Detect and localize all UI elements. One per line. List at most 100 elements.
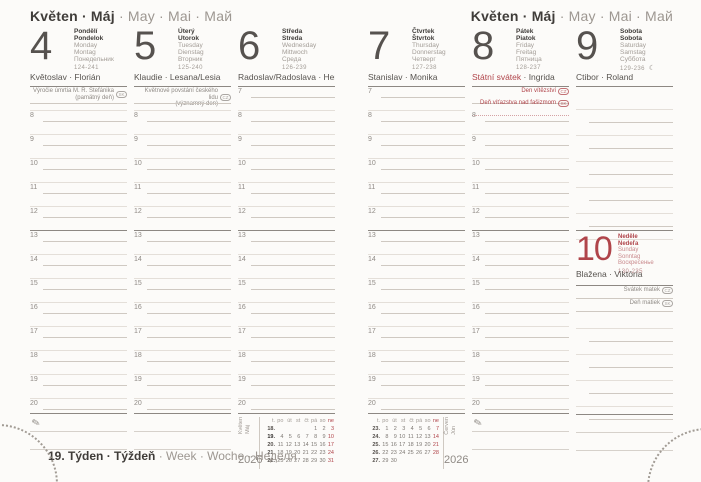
nameday-row: Ctibor · Roland <box>576 72 673 87</box>
hour-label: 18 <box>472 352 480 359</box>
ruled-line <box>381 169 465 170</box>
hour-slot: 15 <box>238 279 335 303</box>
week-footer: 19. Týden · Týždeň · Week · Woche · Неде… <box>48 449 297 463</box>
ruled-line <box>43 121 127 122</box>
day-name: Pátek <box>516 28 534 35</box>
mini-calendar-week: 26. 22 23 24 25 26 27 28 <box>372 450 439 456</box>
hour-slot: 8 <box>472 111 569 135</box>
ruled-line <box>251 313 335 314</box>
hour-slot: 16 <box>134 303 231 327</box>
hour-slot: 15 <box>30 279 127 303</box>
ruled-line <box>134 350 231 351</box>
hour-slot: 20 <box>238 399 335 413</box>
hour-slot: 15 <box>472 279 569 303</box>
day-name: Четверг <box>412 56 436 63</box>
hour-slot: 20 <box>472 399 569 413</box>
country-badge: CZ <box>662 287 673 294</box>
hour-label: 9 <box>134 136 138 143</box>
hour-label: 15 <box>134 280 142 287</box>
ruled-line <box>368 278 465 279</box>
hour-label: 17 <box>238 328 246 335</box>
hour-label: 12 <box>368 208 376 215</box>
ruled-line <box>251 169 335 170</box>
hour-label: 19 <box>134 376 142 383</box>
ruled-line <box>576 311 673 312</box>
ruled-line <box>43 385 127 386</box>
hour-slot: 10 <box>134 159 231 183</box>
ruled-line <box>43 409 127 410</box>
hour-slot: 19 <box>30 375 127 399</box>
mini-calendar-month-label: Máj <box>245 425 251 435</box>
ruled-line <box>381 217 465 218</box>
nameday-text: Blažena · Viktória <box>576 269 643 279</box>
day-name: Friday <box>516 42 535 49</box>
timeline: Den vítězství CZ Deň víťazstva nad fašizmo… <box>472 87 569 413</box>
nameday-row: Radoslav/Radoslava · Hermína <box>238 72 335 87</box>
julian-numbers: 125-240 <box>178 65 203 71</box>
ruled-line <box>134 103 231 104</box>
month-header-bold: Květen · Máj <box>30 8 115 24</box>
day-name: Pondelok <box>74 35 104 42</box>
ruled-line <box>381 121 465 122</box>
pencil-icon: ✎ <box>30 417 42 430</box>
hour-slot: 10 <box>30 159 127 183</box>
hour-label: 11 <box>472 184 480 191</box>
hour-slot: 18 <box>238 351 335 375</box>
mini-calendar-week: 21. 18 19 20 21 22 23 24 <box>267 450 334 456</box>
week-footer-light: · Week · Woche · Неделя <box>155 449 297 463</box>
ruled-line <box>589 136 673 149</box>
hour-label: 20 <box>472 400 480 407</box>
hour-slot: 9 <box>368 135 465 159</box>
ruled-line <box>472 254 569 255</box>
day-name: Mittwoch <box>282 49 308 56</box>
day-header: 8 Pátek Piatok Friday Freitag Пятница 12… <box>472 26 569 72</box>
day-columns: 4 Pondělí Pondelok Monday Montag Понедел… <box>30 24 335 469</box>
ruled-line <box>368 302 465 303</box>
mini-calendar-june: t. po út st čt pá so ne 23. 1 2 3 4 5 6 7 24. 8 9 10 11 12 13 1… <box>368 417 444 469</box>
day-name: Nedeľa <box>618 240 639 247</box>
hour-label: 14 <box>238 256 246 263</box>
ruled-line <box>251 97 335 98</box>
hour-label: 16 <box>134 304 142 311</box>
hour-label: 16 <box>472 304 480 311</box>
ruled-line <box>251 121 335 122</box>
holiday-row: Svátek matek CZ <box>576 286 673 299</box>
ruled-line <box>43 217 127 218</box>
day-name: Sobota <box>620 35 643 42</box>
hour-slot: 9 <box>134 135 231 159</box>
ruled-line <box>589 407 673 420</box>
mini-calendar-may: t. po út st čt pá so ne 18. 1 2 3 19. 4 5 6 7 8 9 10 20. 11 12… <box>259 417 335 469</box>
ruled-line <box>147 337 231 338</box>
hour-slot: 18 <box>30 351 127 375</box>
day-name: Вторник <box>178 56 203 63</box>
hour-label: 14 <box>472 256 480 263</box>
mini-calendar-header: t. po út st čt pá so ne <box>271 418 334 424</box>
hour-label: 7 <box>368 88 372 95</box>
mini-calendar-month-label: Jún <box>451 425 457 435</box>
ruled-line <box>485 265 569 266</box>
ruled-line <box>381 337 465 338</box>
hour-slot: 14 <box>472 255 569 279</box>
hour-slot: 11 <box>30 183 127 207</box>
ruled-line <box>134 134 231 135</box>
hour-slot: 17 <box>134 327 231 351</box>
ruled-line <box>30 374 127 375</box>
ruled-line <box>147 121 231 122</box>
ruled-line <box>381 241 465 242</box>
day-number: 4 <box>30 24 52 68</box>
hour-label: 17 <box>368 328 376 335</box>
day-name: Streda <box>282 35 303 42</box>
mini-calendar-area: KvětenMáj 2026 t. po út st čt pá so ne 18. 1 2 3 19.… <box>238 413 335 469</box>
hour-slot: 12 <box>472 207 569 231</box>
hour-slot: 9 <box>30 135 127 159</box>
hour-slot: 12 <box>368 207 465 231</box>
hour-slot: 17 <box>472 327 569 351</box>
ruled-line <box>381 409 465 410</box>
day-name: Čtvrtek <box>412 28 435 35</box>
hour-slot: 13 <box>472 231 569 255</box>
ruled-line <box>134 182 231 183</box>
hour-label: 9 <box>238 136 242 143</box>
ruled-line <box>43 169 127 170</box>
week-footer-bold: 19. Týden · Týždeň <box>48 449 156 463</box>
hour-slot: 16 <box>472 303 569 327</box>
